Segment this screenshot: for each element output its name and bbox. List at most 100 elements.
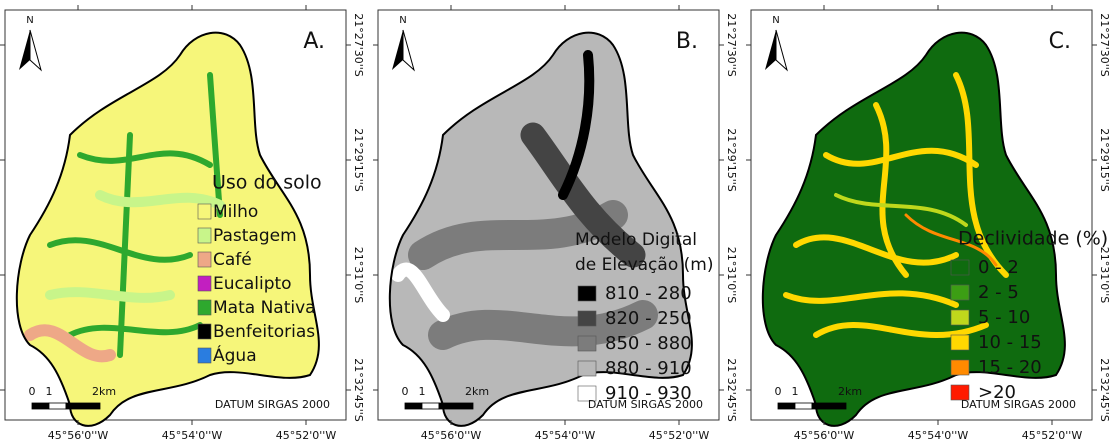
legend-label: 880 - 910 [605, 358, 692, 379]
scale-label: 0 [402, 385, 409, 398]
y-coordinate-label: 21°32'45''S [1098, 358, 1111, 422]
map-panel: 45°56'0''W 45°54'0''W 45°52'0''W 21°27'30''… [0, 5, 365, 442]
map-area [15, 31, 320, 427]
scale-label: 0 [29, 385, 36, 398]
map-outline [388, 31, 693, 427]
y-coordinate-label: 21°32'45''S [725, 358, 738, 422]
x-coordinate-label: 45°54'0''W [162, 429, 223, 442]
y-coordinate-label: 21°27'30''S [352, 13, 365, 77]
map-feature [558, 50, 595, 200]
scale-label: 2km [92, 385, 116, 398]
y-coordinate-label: 21°27'30''S [725, 13, 738, 77]
scale-bar-segment [48, 402, 67, 410]
map-feature [834, 193, 968, 227]
scale-label: 2km [838, 385, 862, 398]
legend-title: Uso do solo [212, 172, 322, 194]
north-label: N [26, 15, 33, 26]
north-label: N [772, 15, 779, 26]
map-feature [45, 190, 225, 303]
legend-label: Mata Nativa [213, 298, 316, 318]
legend-title: Declividade (%) [958, 228, 1108, 250]
y-coordinate-label: 21°29'15''S [352, 128, 365, 192]
datum-label: DATUM SIRGAS 2000 [588, 398, 703, 411]
legend-swatch [577, 360, 597, 377]
legend-swatch [950, 309, 970, 326]
y-coordinate-label: 21°31'0''S [352, 247, 365, 304]
x-coordinate-label: 45°54'0''W [908, 429, 969, 442]
x-coordinate-label: 45°54'0''W [535, 429, 596, 442]
legend-label: 5 - 10 [978, 307, 1030, 328]
north-arrow [19, 30, 30, 70]
map-area [761, 31, 1066, 427]
map-feature [391, 262, 450, 322]
legend-label: 910 - 930 [605, 383, 692, 404]
legend-swatch [577, 285, 597, 302]
map-feature [783, 72, 1009, 338]
legend-swatch [577, 310, 597, 327]
scale-label: 1 [46, 385, 53, 398]
legend-label: 850 - 880 [605, 333, 692, 354]
legend-title: de Elevação (m) [575, 255, 713, 275]
legend-label: 10 - 15 [978, 332, 1042, 353]
legend-label: Café [213, 250, 252, 270]
legend-swatch [950, 334, 970, 351]
legend-swatch [197, 203, 212, 220]
north-arrow [775, 29, 788, 72]
scale-bar-segment [404, 402, 423, 410]
scale-label: 0 [775, 385, 782, 398]
scale-bar-segment [811, 402, 847, 410]
scale-bar-segment [421, 402, 440, 410]
y-coordinate-label: 21°29'15''S [725, 128, 738, 192]
legend-label: Benfeitorias [213, 322, 315, 342]
x-coordinate-label: 45°56'0''W [48, 429, 109, 442]
legend-label: 820 - 250 [605, 308, 692, 329]
map-texture [391, 50, 658, 350]
y-coordinate-label: 21°32'45''S [352, 358, 365, 422]
map-area [388, 31, 693, 427]
panel-label: C. [1049, 29, 1071, 54]
scale-bar-segment [794, 402, 813, 410]
map-feature [24, 324, 116, 363]
y-coordinate-label: 21°27'30''S [1098, 13, 1111, 77]
legend-swatch [197, 251, 212, 268]
map-feature [904, 213, 998, 267]
legend-label: 2 - 5 [978, 282, 1019, 303]
legend-label: Pastagem [213, 226, 297, 246]
legend-swatch [950, 284, 970, 301]
map-outline [761, 31, 1066, 427]
north-arrow [402, 29, 415, 72]
legend-swatch [950, 359, 970, 376]
scale-bar-segment [31, 402, 50, 410]
y-coordinate-label: 21°31'0''S [725, 247, 738, 304]
scale-label: 1 [419, 385, 426, 398]
y-coordinate-label: 21°31'0''S [1098, 247, 1111, 304]
north-label: N [399, 15, 406, 26]
datum-label: DATUM SIRGAS 2000 [215, 398, 330, 411]
panel-label: B. [676, 29, 698, 54]
legend-label: Eucalipto [213, 274, 292, 294]
legend-label: 0 - 2 [978, 257, 1019, 278]
panel-label: A. [303, 29, 325, 54]
map-feature [47, 72, 223, 358]
map-outline [15, 31, 320, 427]
x-coordinate-label: 45°52'0''W [649, 429, 710, 442]
x-coordinate-label: 45°52'0''W [276, 429, 337, 442]
legend-swatch [197, 347, 212, 364]
legend-swatch [950, 259, 970, 276]
north-arrow [392, 30, 403, 70]
legend-swatch [577, 335, 597, 352]
map-texture [24, 72, 225, 363]
x-coordinate-label: 45°52'0''W [1022, 429, 1083, 442]
north-arrow [29, 29, 42, 72]
y-coordinate-label: 21°29'15''S [1098, 128, 1111, 192]
scale-bar-segment [777, 402, 796, 410]
north-arrow [765, 30, 776, 70]
legend-swatch [577, 385, 597, 402]
datum-label: DATUM SIRGAS 2000 [961, 398, 1076, 411]
scale-label: 1 [792, 385, 799, 398]
legend-swatch [197, 323, 212, 340]
legend-label: Milho [213, 202, 258, 222]
legend-label: >20 [978, 382, 1016, 403]
map-panel: 45°56'0''W 45°54'0''W 45°52'0''W 21°27'30''… [746, 5, 1111, 442]
